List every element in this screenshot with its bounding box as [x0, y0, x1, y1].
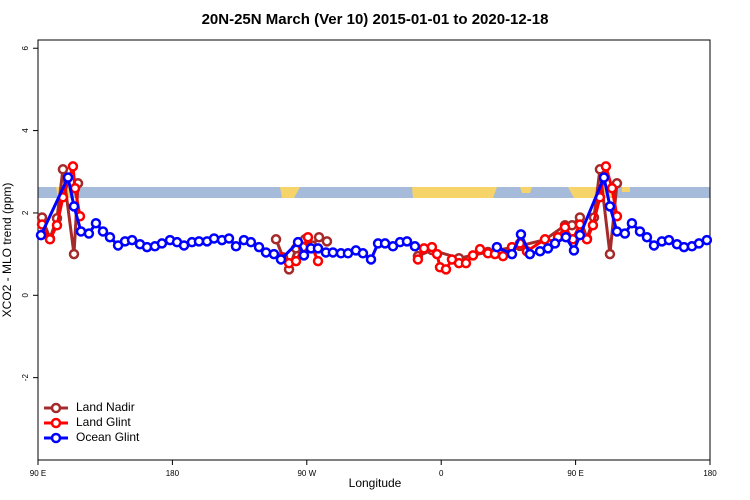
legend-label: Land Nadir: [76, 400, 135, 414]
x-tick-label: 90 E: [30, 469, 46, 478]
data-point: [440, 264, 452, 275]
data-point: [641, 231, 653, 243]
data-point: [619, 228, 631, 239]
y-tick-label: 6: [21, 45, 30, 50]
data-point: [268, 248, 280, 260]
data-point: [426, 241, 438, 253]
data-point: [245, 236, 257, 248]
x-tick-label: 90 W: [297, 469, 316, 478]
y-tick-label: 4: [21, 128, 30, 133]
data-point: [292, 236, 304, 248]
data-point: [327, 247, 339, 258]
data-point: [68, 248, 80, 260]
data-point: [549, 238, 561, 249]
x-tick-label: 90 E: [567, 469, 583, 478]
data-point: [253, 241, 265, 253]
data-point: [51, 220, 63, 231]
x-axis-label: Longitude: [349, 476, 402, 490]
map-band: [38, 187, 710, 198]
legend-marker: [50, 402, 62, 414]
x-tick-label: 180: [166, 469, 180, 478]
map-land: [56, 187, 630, 198]
data-point: [90, 217, 102, 229]
data-point: [604, 248, 616, 260]
x-tick-label: 0: [439, 469, 444, 478]
data-point: [97, 226, 109, 237]
data-point: [223, 233, 235, 244]
data-point: [497, 250, 509, 262]
data-point: [409, 241, 421, 252]
x-tick-label: 180: [703, 469, 717, 478]
data-point: [606, 182, 618, 194]
legend-label: Ocean Glint: [76, 430, 140, 444]
data-point: [35, 229, 47, 241]
data-point: [701, 234, 713, 246]
data-point: [156, 238, 168, 249]
data-point: [365, 254, 377, 265]
data-point: [418, 243, 430, 254]
legend-marker: [50, 432, 62, 444]
data-point: [313, 231, 325, 243]
y-axis-label: XCO2 - MLO trend (ppm): [0, 183, 14, 318]
data-point: [506, 248, 518, 260]
data-point: [312, 243, 324, 254]
data-point: [57, 164, 69, 175]
map-ocean: [38, 187, 710, 198]
legend-marker: [50, 417, 62, 429]
data-point: [474, 243, 486, 255]
data-point: [560, 231, 572, 243]
data-point: [634, 226, 646, 237]
data-point: [491, 241, 503, 253]
data-point: [600, 161, 612, 172]
data-point: [515, 229, 527, 240]
data-point: [302, 231, 314, 243]
plot-frame: [37, 39, 711, 461]
data-point: [524, 248, 536, 260]
data-point: [663, 234, 675, 246]
data-point: [104, 231, 116, 243]
data-point: [68, 201, 80, 212]
data-point: [44, 234, 56, 245]
data-point: [626, 217, 638, 229]
chart-title: 20N-25N March (Ver 10) 2015-01-01 to 202…: [202, 11, 549, 28]
data-point: [126, 234, 138, 246]
data-point: [542, 243, 554, 254]
data-point: [412, 254, 424, 265]
data-point: [275, 254, 287, 265]
data-point: [401, 236, 413, 247]
data-point: [62, 172, 74, 183]
data-point: [559, 222, 571, 233]
data-point: [648, 240, 660, 251]
data-point: [83, 228, 95, 239]
data-point: [598, 172, 610, 183]
data-point: [574, 229, 586, 241]
data-point: [604, 201, 616, 212]
data-point: [321, 236, 333, 247]
data-point: [312, 255, 324, 267]
data-point: [270, 234, 282, 245]
data-point: [460, 257, 472, 269]
data-point: [193, 236, 205, 247]
data-point: [431, 248, 443, 260]
y-tick-label: 0: [21, 293, 30, 298]
y-tick-label: -2: [21, 374, 30, 382]
data-point: [467, 250, 479, 261]
data-point: [587, 220, 599, 231]
y-tick-label: 2: [21, 210, 30, 215]
data-point: [230, 241, 242, 252]
data-point: [290, 255, 302, 267]
data-point: [298, 250, 310, 261]
legend-label: Land Glint: [76, 415, 131, 429]
data-point: [67, 161, 79, 172]
data-point: [568, 245, 580, 256]
data-point: [357, 248, 369, 259]
